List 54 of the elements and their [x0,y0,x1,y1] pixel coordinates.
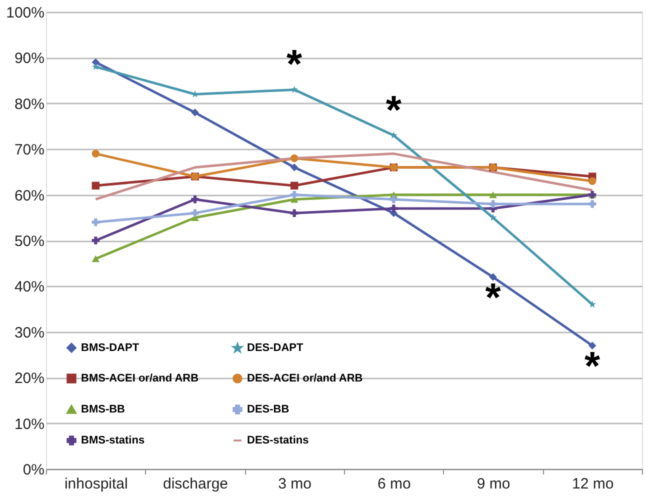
point [588,200,596,208]
y-tick-label: 80% [14,96,44,113]
y-tick-label: 70% [14,142,44,159]
point [588,342,596,350]
point [489,214,497,221]
legend-label: BMS-DAPT [81,342,140,354]
y-tick-label: 40% [14,278,44,296]
point [191,195,199,204]
y-tick-label: 10% [14,416,44,433]
y-tick-label: 50% [14,233,44,250]
x-tick-label: 3 mo [278,476,312,492]
y-tick-label: 30% [14,324,44,342]
y-tick-label: 100% [6,4,44,22]
point [290,209,298,217]
point [92,62,100,70]
y-tick-label: 60% [14,187,44,204]
legend-label: BMS-statins [81,434,145,446]
point [290,86,298,93]
x-tick-label: 6 mo [377,476,411,492]
point [290,182,298,190]
point [92,236,100,244]
point [290,190,298,199]
point [489,200,497,208]
y-tick-label: 20% [14,370,44,388]
x-tick-label: discharge [162,476,228,492]
point [390,195,398,204]
point [489,191,497,198]
point [588,300,596,308]
point [290,154,298,162]
point [191,108,199,116]
annotation: * [584,344,601,389]
legend-label: DES-statins [247,434,309,446]
point [489,273,497,281]
point [191,209,199,217]
y-tick-label: 0% [22,462,44,478]
annotation: * [286,42,303,87]
point [92,150,100,158]
x-tick-label: inhospital [64,476,128,492]
legend-label: BMS-ACEI or/and ARB [81,372,199,384]
point [92,218,100,226]
annotation: * [485,276,502,320]
point [290,164,298,172]
legend-label: BMS-BB [81,404,126,416]
legend-label: DES-DAPT [247,342,304,354]
y-tick-label: 90% [14,50,44,68]
legend-label: DES-BB [247,404,290,416]
legend-label: DES-ACEI or/and ARB [247,372,363,384]
point [92,255,100,262]
point [588,177,596,185]
point [92,182,100,190]
annotation: * [386,88,402,132]
x-tick-label: 9 mo [476,476,510,492]
point [390,204,398,212]
x-tick-label: 12 mo [572,476,614,492]
